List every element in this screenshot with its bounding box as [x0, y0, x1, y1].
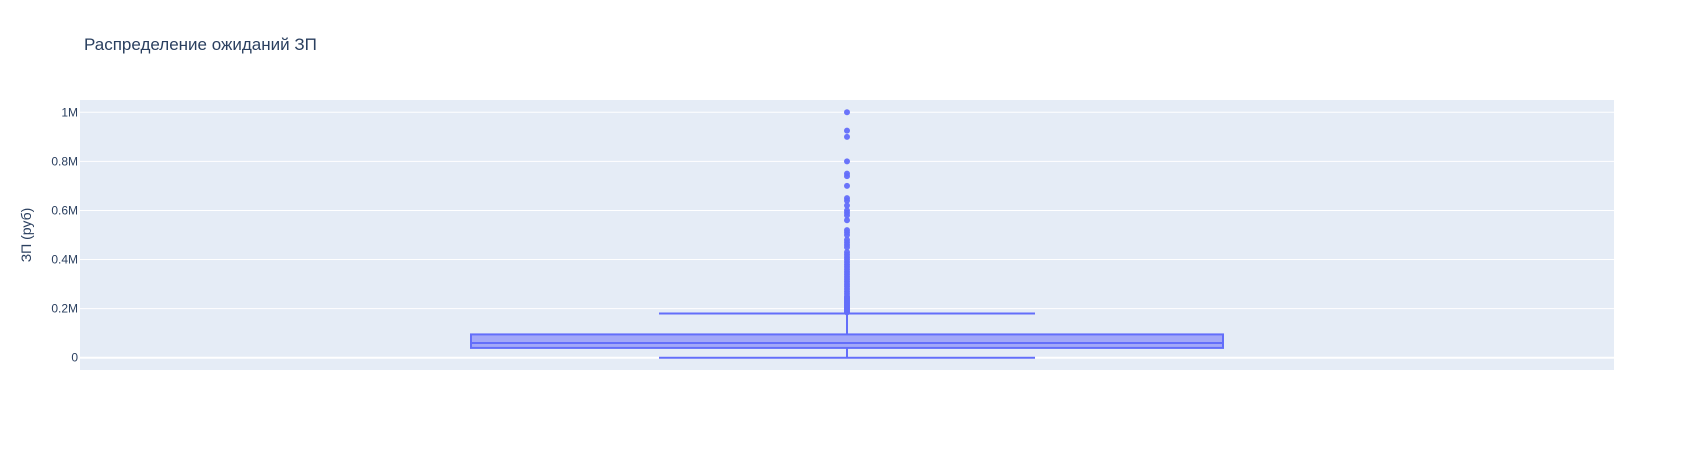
outlier-point-20 — [844, 244, 850, 251]
outlier-point-52 — [844, 309, 850, 316]
outlier-point-16 — [844, 232, 850, 238]
y-axis-title: ЗП (руб) — [18, 208, 34, 263]
y-axis-ticks: 0 0.2M 0.4M 0.6M 0.8M 1M — [51, 105, 78, 364]
outlier-point-5 — [844, 173, 850, 180]
box-series — [470, 312, 1224, 359]
outlier-point-8 — [844, 197, 850, 204]
outlier-point-6 — [844, 182, 850, 189]
outlier-point-2 — [844, 133, 850, 140]
y-tick-label-5: 1M — [61, 105, 78, 119]
outlier-point-9 — [844, 202, 850, 209]
outlier-points — [844, 109, 850, 316]
y-tick-label-2: 0.4M — [51, 253, 78, 267]
outlier-point-12 — [844, 212, 850, 219]
y-tick-label-3: 0.6M — [51, 203, 78, 217]
outlier-point-1 — [844, 127, 850, 134]
y-tick-label-1: 0.2M — [51, 302, 78, 316]
y-tick-label-0: 0 — [71, 351, 78, 365]
outlier-point-3 — [844, 158, 850, 165]
y-tick-label-4: 0.8M — [51, 154, 78, 168]
outlier-point-0 — [844, 109, 850, 116]
outlier-point-13 — [844, 217, 850, 224]
chart-title: Распределение ожиданий ЗП — [84, 35, 317, 54]
interquartile-box — [470, 333, 1224, 349]
